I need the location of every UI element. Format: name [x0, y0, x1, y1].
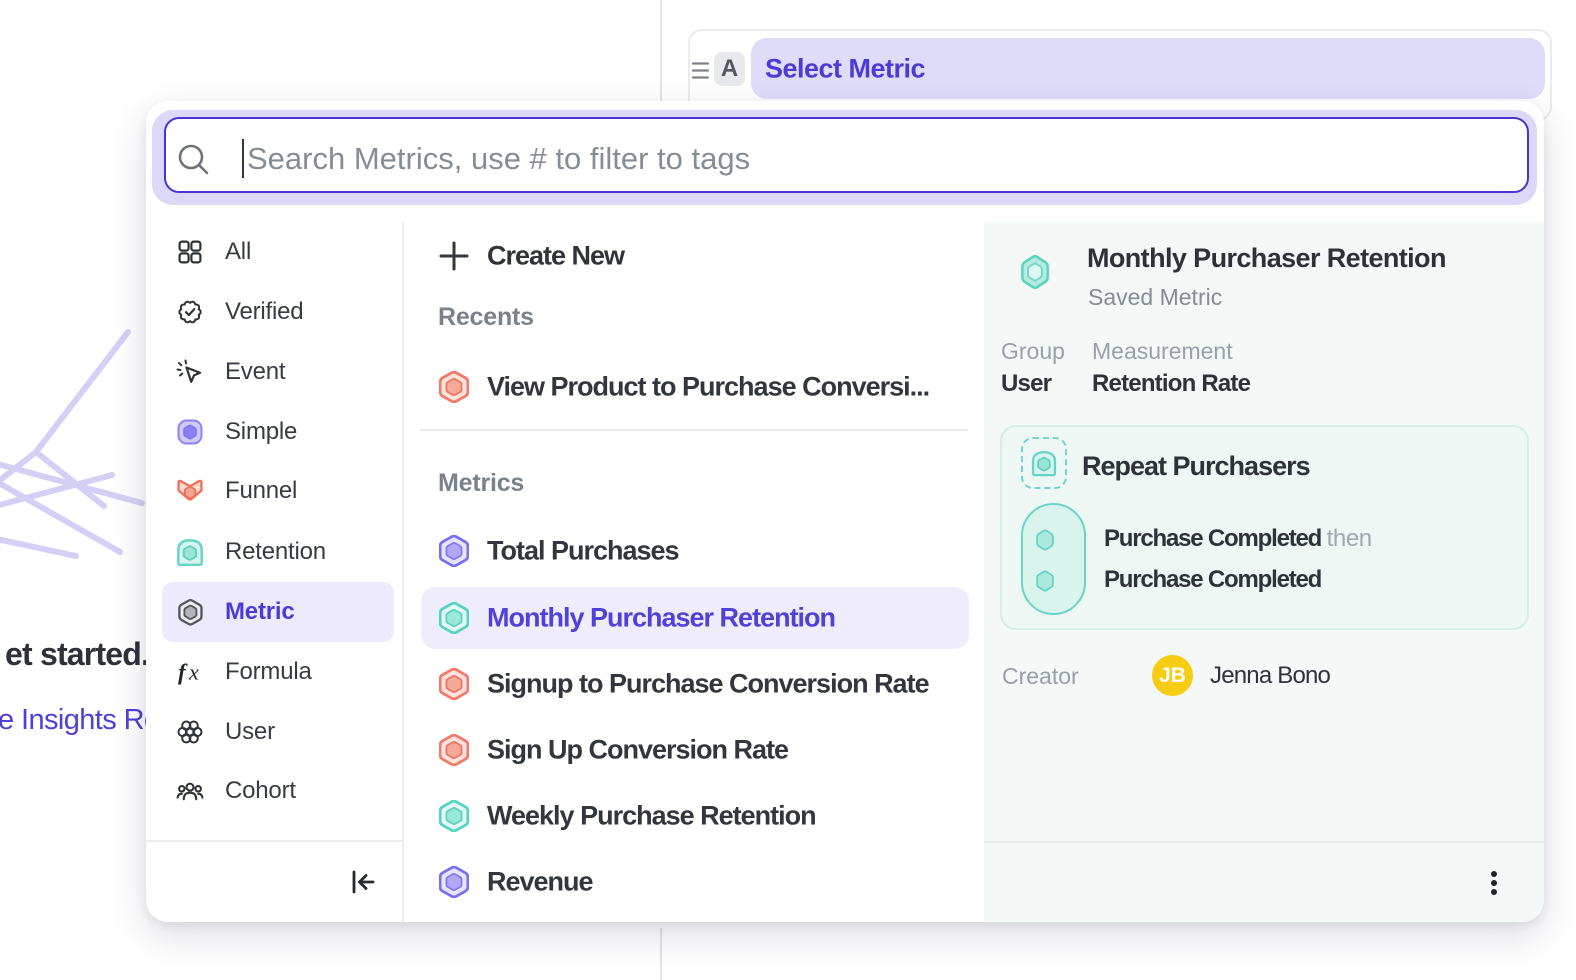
svg-text:f: f — [178, 659, 188, 684]
svg-text:x: x — [188, 659, 199, 684]
